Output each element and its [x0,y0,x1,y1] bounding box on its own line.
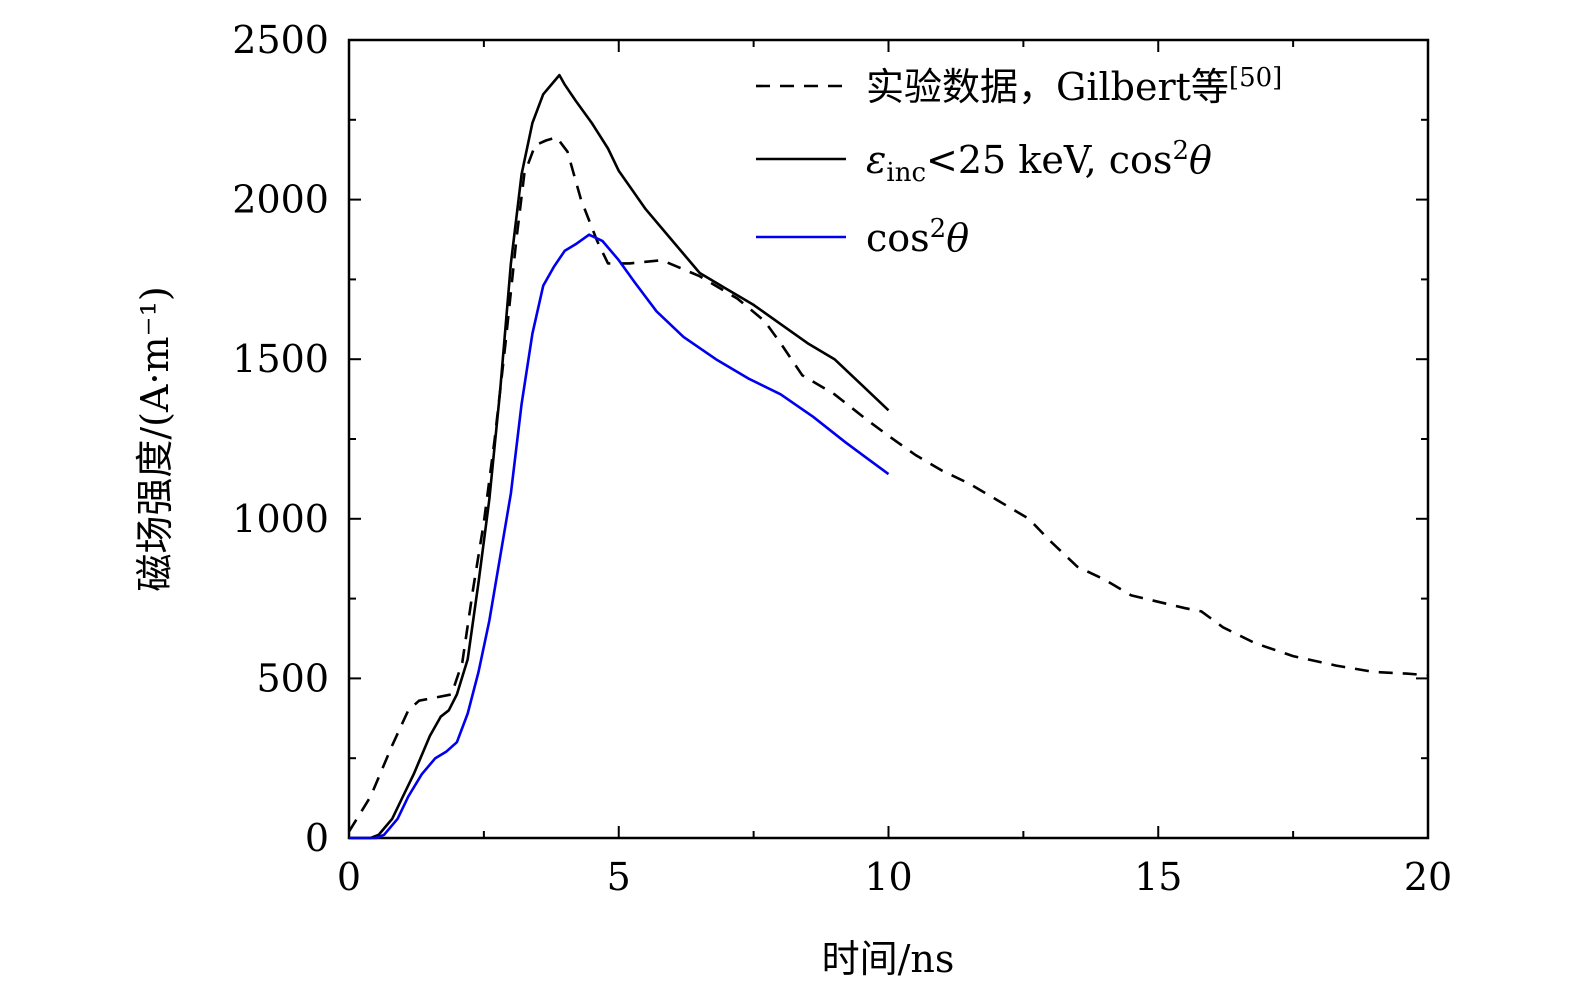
x-tick-label: 5 [607,855,631,899]
y-tick-label: 0 [305,816,329,860]
y-axis-title: 磁场强度/(A·m⁻¹) [133,286,177,591]
x-axis-title: 时间/ns [822,937,955,981]
series-line-2 [349,73,890,840]
legend: 实验数据，Gilbert等[50] εinc<25 keV, cos2θ cos2θ [756,63,1282,260]
y-tick-label: 2500 [232,18,329,62]
series-line-3 [349,233,890,840]
y-tick-label: 500 [256,656,329,700]
x-tick-label: 20 [1404,855,1452,899]
legend-label-2: εinc<25 keV, cos2θ [866,136,1212,188]
x-tick-label: 15 [1134,855,1182,899]
y-tick-label: 1000 [232,497,329,541]
series-layer [347,73,1429,840]
y-tick-label: 1500 [232,337,329,381]
y-tick-label: 2000 [232,178,329,222]
axis-ticks: 0 5 10 15 20 0 500 1000 1500 2000 2500 [232,18,1452,899]
x-tick-label: 0 [337,855,361,899]
x-tick-label: 10 [864,855,912,899]
legend-label-3: cos2θ [866,214,969,260]
series-line-1 [347,136,1429,833]
legend-label-1: 实验数据，Gilbert等[50] [866,63,1282,109]
